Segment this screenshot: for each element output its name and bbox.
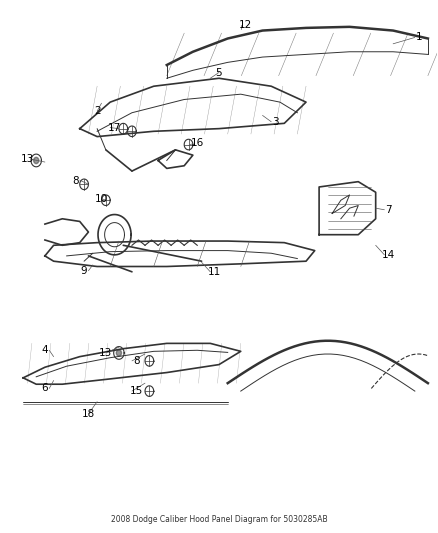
Text: 2: 2 <box>94 106 100 116</box>
Text: 10: 10 <box>95 193 108 204</box>
Text: 9: 9 <box>81 266 88 276</box>
Text: 14: 14 <box>382 250 396 260</box>
Text: 4: 4 <box>42 345 48 356</box>
Text: 5: 5 <box>215 68 223 78</box>
Text: 11: 11 <box>208 267 221 277</box>
Text: 18: 18 <box>82 409 95 419</box>
Polygon shape <box>34 157 39 164</box>
Text: 6: 6 <box>42 383 48 393</box>
Text: 3: 3 <box>272 117 279 127</box>
Text: 12: 12 <box>238 20 252 30</box>
Text: 8: 8 <box>72 175 79 185</box>
Text: 13: 13 <box>99 348 113 358</box>
Text: 15: 15 <box>130 386 143 396</box>
Text: 7: 7 <box>385 205 392 215</box>
Text: 1: 1 <box>416 33 423 43</box>
Text: 8: 8 <box>133 356 140 366</box>
Polygon shape <box>117 350 121 356</box>
Text: 2008 Dodge Caliber Hood Panel Diagram for 5030285AB: 2008 Dodge Caliber Hood Panel Diagram fo… <box>111 515 327 523</box>
Text: 16: 16 <box>191 139 204 149</box>
Text: 17: 17 <box>108 123 121 133</box>
Text: 13: 13 <box>21 155 34 164</box>
